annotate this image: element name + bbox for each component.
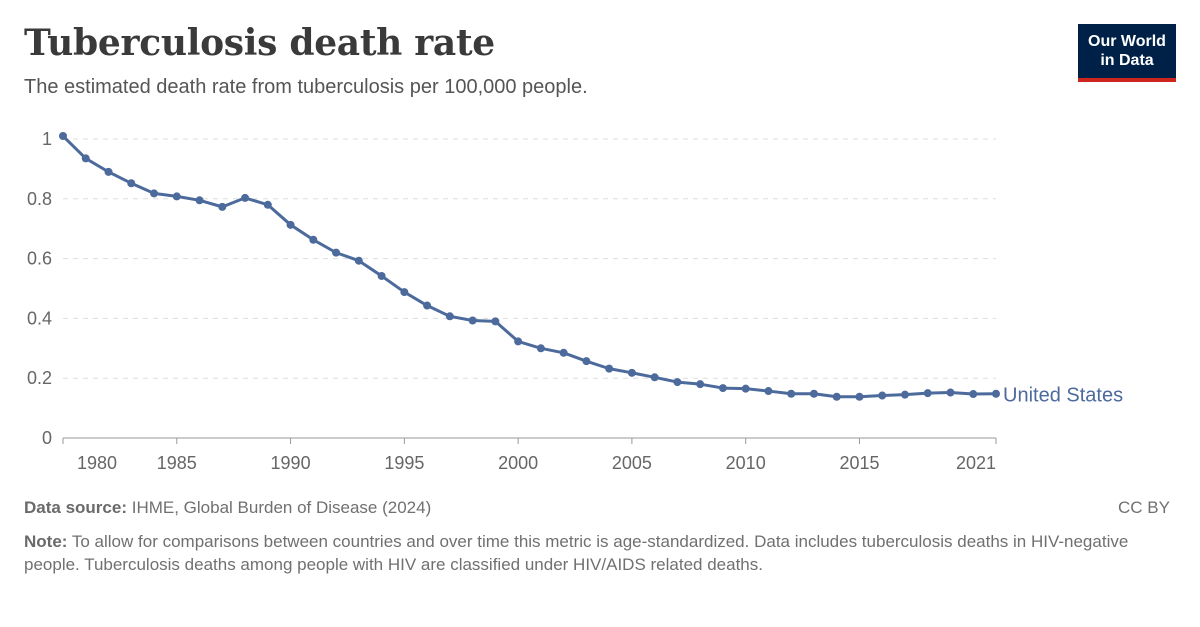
logo-line-1: Our World — [1088, 33, 1166, 50]
y-tick-label: 0.6 — [27, 249, 52, 269]
data-point — [81, 154, 90, 163]
x-tick-label: 2005 — [612, 453, 652, 473]
data-point — [809, 389, 818, 398]
data-point — [377, 271, 386, 280]
x-tick-label: 2015 — [839, 453, 879, 473]
data-point — [423, 301, 432, 310]
y-tick-label: 0 — [42, 428, 52, 448]
data-source-label: Data source: — [24, 498, 127, 517]
x-tick-label: 2021 — [956, 453, 996, 473]
x-tick-label: 2010 — [726, 453, 766, 473]
x-tick-label: 2000 — [498, 453, 538, 473]
chart-subtitle: The estimated death rate from tuberculos… — [24, 76, 588, 98]
y-tick-label: 0.8 — [27, 189, 52, 209]
data-point — [832, 392, 841, 401]
data-point — [650, 373, 659, 382]
x-tick-label: 1990 — [271, 453, 311, 473]
data-point — [400, 288, 409, 297]
x-tick-label: 1980 — [77, 453, 117, 473]
data-point — [855, 392, 864, 401]
chart-title: Tuberculosis death rate — [24, 22, 495, 64]
data-point — [286, 220, 295, 229]
data-point — [309, 235, 318, 244]
series-label-united-states: United States — [1003, 385, 1123, 407]
data-point — [718, 384, 727, 393]
data-point — [992, 389, 1000, 398]
data-point — [104, 167, 113, 176]
y-tick-label: 1 — [42, 129, 52, 149]
data-point — [195, 196, 204, 205]
data-point — [172, 192, 181, 201]
chart-note: Note: To allow for comparisons between c… — [24, 530, 1134, 576]
license-link[interactable]: CC BY — [1118, 498, 1170, 517]
data-point — [150, 189, 159, 198]
data-point — [59, 132, 67, 141]
data-point — [946, 388, 955, 397]
note-label: Note: — [24, 532, 68, 551]
axes: 0 0.2 0.4 0.6 0.8 1 1980 1985 1990 1995 2000 2005 20… — [27, 129, 997, 473]
gridlines — [63, 138, 996, 379]
data-point — [263, 200, 272, 209]
data-point — [673, 378, 682, 387]
data-point — [491, 317, 500, 326]
data-point — [764, 387, 773, 396]
data-point — [354, 256, 363, 265]
series-line — [61, 134, 998, 399]
data-point — [741, 384, 750, 393]
data-point — [787, 389, 796, 398]
data-point — [878, 391, 887, 400]
data-point — [582, 357, 591, 366]
data-point — [627, 368, 636, 377]
data-point — [332, 248, 341, 257]
data-point — [241, 193, 250, 202]
data-source: Data source: IHME, Global Burden of Dise… — [24, 498, 431, 518]
data-point — [559, 348, 568, 357]
data-point — [514, 337, 523, 346]
x-tick-label: 1985 — [157, 453, 197, 473]
logo-line-2: in Data — [1100, 52, 1154, 69]
data-point — [605, 364, 614, 373]
series-layer: United States — [59, 132, 1123, 407]
y-tick-label: 0.4 — [27, 308, 52, 328]
data-point — [969, 390, 978, 399]
data-point — [900, 390, 909, 399]
data-point — [445, 312, 454, 321]
note-text: To allow for comparisons between countri… — [24, 532, 1129, 574]
data-point — [218, 202, 227, 211]
data-source-text: IHME, Global Burden of Disease (2024) — [131, 498, 432, 517]
data-point — [536, 344, 545, 353]
data-point — [468, 316, 477, 325]
data-point — [696, 380, 705, 389]
y-tick-label: 0.2 — [27, 368, 52, 388]
data-point — [923, 389, 932, 398]
data-point — [127, 179, 136, 188]
owid-logo[interactable]: Our World in Data — [1078, 24, 1176, 82]
x-tick-label: 1995 — [384, 453, 424, 473]
